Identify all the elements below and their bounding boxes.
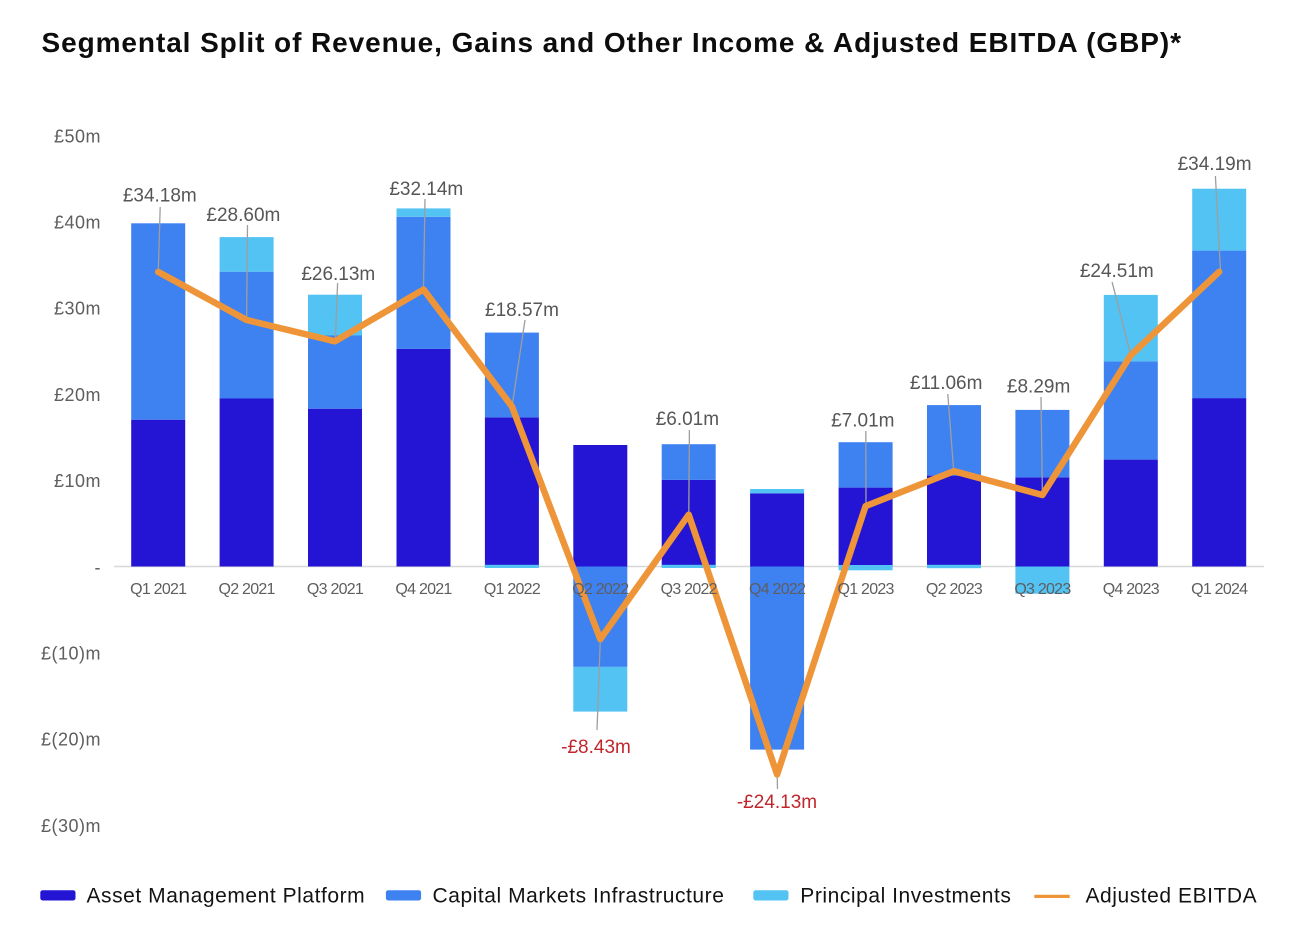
svg-text:£20m: £20m [54,385,101,405]
svg-text:£(30)m: £(30)m [41,816,101,836]
svg-text:£7.01m: £7.01m [831,410,894,431]
svg-text:Capital Markets Infrastructure: Capital Markets Infrastructure [433,884,725,907]
svg-text:Q1 2021: Q1 2021 [130,581,187,598]
svg-text:£40m: £40m [54,213,101,233]
svg-text:Q4 2021: Q4 2021 [395,581,452,598]
svg-text:Asset Management Platform: Asset Management Platform [87,884,366,907]
svg-text:£6.01m: £6.01m [656,409,719,430]
svg-text:£26.13m: £26.13m [301,264,375,285]
svg-text:£28.60m: £28.60m [206,205,280,226]
svg-text:Q3 2023: Q3 2023 [1014,581,1071,598]
svg-text:Q1 2022: Q1 2022 [484,581,541,598]
svg-text:Q3 2022: Q3 2022 [661,581,718,598]
svg-text:£32.14m: £32.14m [389,179,463,200]
svg-text:£24.51m: £24.51m [1080,261,1154,282]
svg-text:Q4 2022: Q4 2022 [749,581,806,598]
svg-text:£11.06m: £11.06m [910,373,983,394]
svg-text:Adjusted EBITDA: Adjusted EBITDA [1086,884,1258,907]
svg-text:Principal Investments: Principal Investments [800,884,1011,907]
svg-text:Segmental Split of Revenue, Ga: Segmental Split of Revenue, Gains and Ot… [42,27,1182,58]
svg-text:£18.57m: £18.57m [485,300,559,321]
svg-text:Q1 2023: Q1 2023 [838,581,895,598]
svg-text:-£8.43m: -£8.43m [561,737,631,758]
svg-text:Q1 2024: Q1 2024 [1191,581,1248,598]
svg-text:£(20)m: £(20)m [41,730,101,750]
svg-text:£10m: £10m [54,471,101,491]
svg-text:£50m: £50m [54,126,101,146]
svg-text:£30m: £30m [54,299,101,319]
svg-text:Q2 2021: Q2 2021 [219,581,276,598]
svg-text:Q2 2023: Q2 2023 [926,581,983,598]
svg-text:£34.18m: £34.18m [123,186,197,207]
svg-text:-£24.13m: -£24.13m [737,792,817,813]
svg-text:Q4 2023: Q4 2023 [1103,581,1160,598]
svg-text:-: - [95,557,102,577]
svg-text:Q2 2022: Q2 2022 [572,581,629,598]
svg-text:£(10)m: £(10)m [41,644,101,664]
svg-text:£34.19m: £34.19m [1178,154,1252,175]
svg-text:Q3 2021: Q3 2021 [307,581,364,598]
svg-text:£8.29m: £8.29m [1007,377,1070,398]
